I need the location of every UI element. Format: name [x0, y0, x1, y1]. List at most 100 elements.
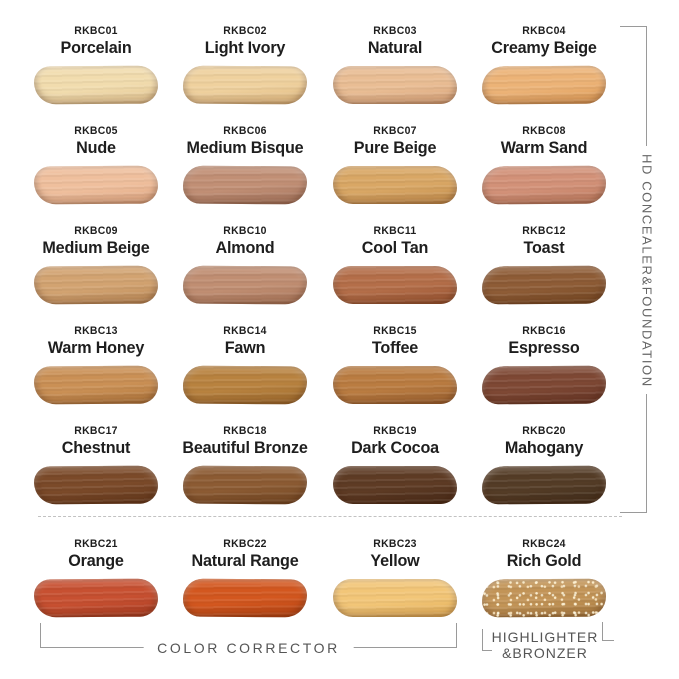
shade-cell: RKBC13 Warm Honey	[22, 314, 170, 414]
shade-name: Pure Beige	[353, 138, 437, 158]
shade-code: RKBC14	[223, 325, 267, 337]
shade-name: Natural	[367, 38, 423, 58]
shade-cell: RKBC17 Chestnut	[22, 414, 170, 514]
shade-cell: RKBC18 Beautiful Bronze	[170, 414, 320, 514]
shade-name: Orange	[68, 551, 124, 571]
shade-name: Medium Bisque	[186, 138, 304, 158]
shade-swatch	[481, 578, 607, 618]
shade-code: RKBC10	[223, 225, 267, 237]
shade-cell: RKBC04 Creamy Beige	[470, 14, 618, 114]
corrector-shade-grid: RKBC21 Orange RKBC22 Natural Range RKBC2…	[22, 527, 618, 627]
shade-code: RKBC13	[74, 325, 118, 337]
shade-code: RKBC01	[74, 25, 118, 37]
highlighter-group-label: HIGHLIGHTER &BRONZER	[486, 629, 604, 661]
shade-cell: RKBC09 Medium Beige	[22, 214, 170, 314]
shade-name: Espresso	[508, 338, 580, 358]
shade-code: RKBC23	[373, 538, 417, 550]
shade-name: Nude	[76, 138, 116, 158]
shade-swatch	[33, 465, 159, 505]
shade-swatch	[333, 578, 457, 617]
shade-cell: RKBC03 Natural	[320, 14, 470, 114]
shade-cell: RKBC21 Orange	[22, 527, 170, 627]
main-bracket-bottom-line	[620, 512, 647, 513]
shade-code: RKBC21	[74, 538, 118, 550]
shade-cell: RKBC02 Light Ivory	[170, 14, 320, 114]
shade-cell: RKBC07 Pure Beige	[320, 114, 470, 214]
shade-name: Natural Range	[191, 551, 299, 571]
main-bracket-upper-segment	[646, 26, 647, 146]
shade-swatch	[481, 65, 607, 105]
shade-name: Toast	[523, 238, 565, 258]
shade-swatch	[182, 265, 308, 305]
shade-code: RKBC18	[223, 425, 267, 437]
shade-swatch	[33, 578, 159, 618]
shade-name: Light Ivory	[204, 38, 286, 58]
shade-cell: RKBC24 Rich Gold	[470, 527, 618, 627]
shade-code: RKBC16	[522, 325, 566, 337]
shade-name: Warm Honey	[47, 338, 145, 358]
shade-name: Beautiful Bronze	[182, 438, 308, 458]
shade-cell: RKBC15 Toffee	[320, 314, 470, 414]
shade-name: Porcelain	[60, 38, 132, 58]
shade-code: RKBC24	[522, 538, 566, 550]
shade-swatch	[333, 265, 457, 304]
main-group-label: HD CONCEALER&FOUNDATION	[639, 154, 655, 388]
shade-swatch	[333, 365, 457, 404]
shade-code: RKBC12	[522, 225, 566, 237]
shade-name: Medium Beige	[42, 238, 150, 258]
shade-code: RKBC20	[522, 425, 566, 437]
shade-code: RKBC03	[373, 25, 417, 37]
highlighter-label-line1: HIGHLIGHTER	[491, 629, 599, 645]
shade-code: RKBC05	[74, 125, 118, 137]
shade-name: Warm Sand	[500, 138, 588, 158]
shade-swatch	[333, 65, 457, 104]
corrector-bracket: COLOR CORRECTOR	[40, 623, 457, 656]
shade-swatch	[481, 265, 607, 305]
shade-cell: RKBC14 Fawn	[170, 314, 320, 414]
shade-name: Fawn	[224, 338, 266, 358]
shade-name: Toffee	[371, 338, 419, 358]
shade-cell: RKBC05 Nude	[22, 114, 170, 214]
shade-name: Almond	[215, 238, 275, 258]
shade-cell: RKBC12 Toast	[470, 214, 618, 314]
shade-name: Mahogany	[504, 438, 584, 458]
shade-code: RKBC15	[373, 325, 417, 337]
shade-swatch	[33, 165, 159, 205]
shade-name: Yellow	[370, 551, 420, 571]
shade-cell: RKBC22 Natural Range	[170, 527, 320, 627]
shade-swatch	[481, 365, 607, 405]
shade-cell: RKBC20 Mahogany	[470, 414, 618, 514]
shade-code: RKBC07	[373, 125, 417, 137]
shade-code: RKBC08	[522, 125, 566, 137]
corrector-group-label: COLOR CORRECTOR	[143, 640, 354, 656]
concealer-shade-grid: RKBC01 Porcelain RKBC02 Light Ivory RKBC…	[22, 14, 618, 514]
shade-code: RKBC04	[522, 25, 566, 37]
shade-swatch	[182, 578, 308, 618]
shade-cell: RKBC08 Warm Sand	[470, 114, 618, 214]
main-bracket-top-line	[620, 26, 647, 27]
shade-name: Cool Tan	[361, 238, 429, 258]
shade-swatch	[481, 165, 607, 205]
shade-cell: RKBC10 Almond	[170, 214, 320, 314]
shade-swatch	[182, 65, 308, 105]
shade-code: RKBC22	[223, 538, 267, 550]
group-divider-dashed-line	[38, 516, 622, 517]
shade-code: RKBC06	[223, 125, 267, 137]
shade-swatch	[182, 365, 308, 405]
shade-code: RKBC17	[74, 425, 118, 437]
main-bracket-lower-segment	[646, 394, 647, 512]
shade-cell: RKBC11 Cool Tan	[320, 214, 470, 314]
highlighter-corner-right	[602, 622, 614, 641]
shade-code: RKBC11	[373, 225, 417, 237]
shade-swatch	[481, 465, 607, 505]
shade-name: Creamy Beige	[491, 38, 597, 58]
shade-swatch	[33, 65, 159, 105]
shade-name: Dark Cocoa	[351, 438, 439, 458]
shade-code: RKBC02	[223, 25, 267, 37]
highlighter-label-line2: &BRONZER	[502, 645, 588, 662]
shade-code: RKBC09	[74, 225, 118, 237]
shade-swatch	[33, 265, 159, 305]
shade-swatch	[333, 165, 457, 204]
shade-swatch	[182, 165, 308, 205]
